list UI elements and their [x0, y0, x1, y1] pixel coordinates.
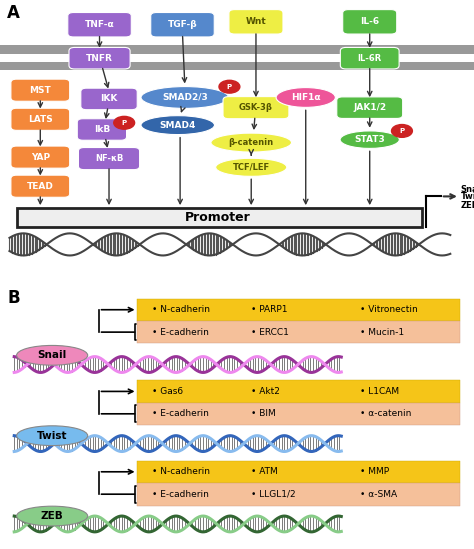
Text: • ATM: • ATM [251, 467, 278, 477]
Bar [137, 403, 460, 425]
Text: STAT3: STAT3 [355, 135, 385, 144]
FancyBboxPatch shape [11, 108, 70, 130]
Text: Twist: Twist [461, 193, 474, 201]
FancyBboxPatch shape [11, 79, 70, 101]
Ellipse shape [17, 345, 88, 365]
Text: • MMP: • MMP [360, 467, 389, 477]
Bar [137, 461, 460, 483]
Text: P: P [227, 83, 232, 89]
Text: SMAD4: SMAD4 [160, 121, 196, 130]
Text: • PARP1: • PARP1 [251, 305, 288, 315]
FancyBboxPatch shape [68, 13, 131, 37]
Ellipse shape [276, 88, 336, 108]
FancyBboxPatch shape [340, 47, 399, 69]
Text: TNFR: TNFR [86, 54, 113, 63]
Text: • Vitronectin: • Vitronectin [360, 305, 418, 315]
FancyBboxPatch shape [78, 148, 140, 170]
Text: TEAD: TEAD [27, 182, 54, 191]
Ellipse shape [17, 426, 88, 446]
Bar [137, 380, 460, 403]
FancyBboxPatch shape [69, 47, 130, 69]
Bar [137, 483, 460, 506]
Bar [137, 299, 460, 321]
Text: Snail: Snail [461, 184, 474, 194]
Text: NF-κB: NF-κB [95, 154, 123, 163]
Text: Promoter: Promoter [185, 211, 251, 224]
Text: • E-cadherin: • E-cadherin [152, 410, 209, 418]
Text: IL-6: IL-6 [360, 18, 379, 26]
Ellipse shape [141, 87, 229, 108]
Text: IkB: IkB [94, 125, 110, 134]
Bar [0, 45, 474, 54]
FancyBboxPatch shape [229, 9, 283, 34]
Text: • Akt2: • Akt2 [251, 387, 280, 396]
Text: ZEB: ZEB [461, 200, 474, 210]
Ellipse shape [141, 116, 215, 135]
Text: • Mucin-1: • Mucin-1 [360, 328, 404, 337]
Text: • E-cadherin: • E-cadherin [152, 328, 209, 337]
Text: • α-catenin: • α-catenin [360, 410, 411, 418]
Text: • N-cadherin: • N-cadherin [152, 467, 210, 477]
Text: ZEB: ZEB [41, 511, 64, 521]
Text: MST: MST [29, 86, 51, 94]
Text: YAP: YAP [31, 153, 50, 161]
Text: IL-6R: IL-6R [357, 54, 382, 63]
Ellipse shape [340, 131, 399, 148]
FancyBboxPatch shape [223, 97, 289, 119]
Text: IKK: IKK [100, 94, 118, 103]
Text: β-catenin: β-catenin [228, 138, 274, 147]
Text: • ERCC1: • ERCC1 [251, 328, 289, 337]
FancyBboxPatch shape [17, 208, 422, 227]
Ellipse shape [216, 158, 287, 176]
Ellipse shape [211, 133, 292, 152]
Text: • BIM: • BIM [251, 410, 276, 418]
Bar [137, 321, 460, 344]
Text: TCF/LEF: TCF/LEF [233, 163, 270, 172]
Text: Snail: Snail [37, 350, 67, 360]
Text: Wnt: Wnt [246, 18, 266, 26]
FancyBboxPatch shape [151, 13, 214, 37]
Text: HIF1α: HIF1α [291, 93, 320, 102]
FancyBboxPatch shape [81, 88, 137, 110]
FancyBboxPatch shape [337, 97, 402, 119]
Text: P: P [122, 120, 127, 126]
Circle shape [114, 116, 135, 129]
Text: Twist: Twist [37, 430, 67, 441]
Text: TGF-β: TGF-β [168, 20, 197, 29]
Text: • N-cadherin: • N-cadherin [152, 305, 210, 315]
Text: • Gas6: • Gas6 [152, 387, 183, 396]
Text: TNF-α: TNF-α [85, 20, 114, 29]
Circle shape [392, 125, 412, 137]
Text: • LLGL1/2: • LLGL1/2 [251, 490, 296, 499]
Text: B: B [7, 289, 20, 307]
Text: GSK-3β: GSK-3β [239, 103, 273, 112]
Text: A: A [7, 4, 20, 23]
Text: P: P [400, 128, 404, 134]
Bar [0, 61, 474, 70]
Text: • L1CAM: • L1CAM [360, 387, 400, 396]
Circle shape [219, 80, 240, 93]
FancyBboxPatch shape [77, 119, 127, 140]
FancyBboxPatch shape [11, 175, 70, 197]
Text: • α-SMA: • α-SMA [360, 490, 397, 499]
Text: JAK1/2: JAK1/2 [353, 103, 386, 112]
Text: • E-cadherin: • E-cadherin [152, 490, 209, 499]
Ellipse shape [17, 506, 88, 526]
Text: SMAD2/3: SMAD2/3 [162, 93, 208, 102]
Text: LATS: LATS [28, 115, 53, 124]
FancyBboxPatch shape [343, 9, 397, 34]
FancyBboxPatch shape [11, 146, 70, 168]
